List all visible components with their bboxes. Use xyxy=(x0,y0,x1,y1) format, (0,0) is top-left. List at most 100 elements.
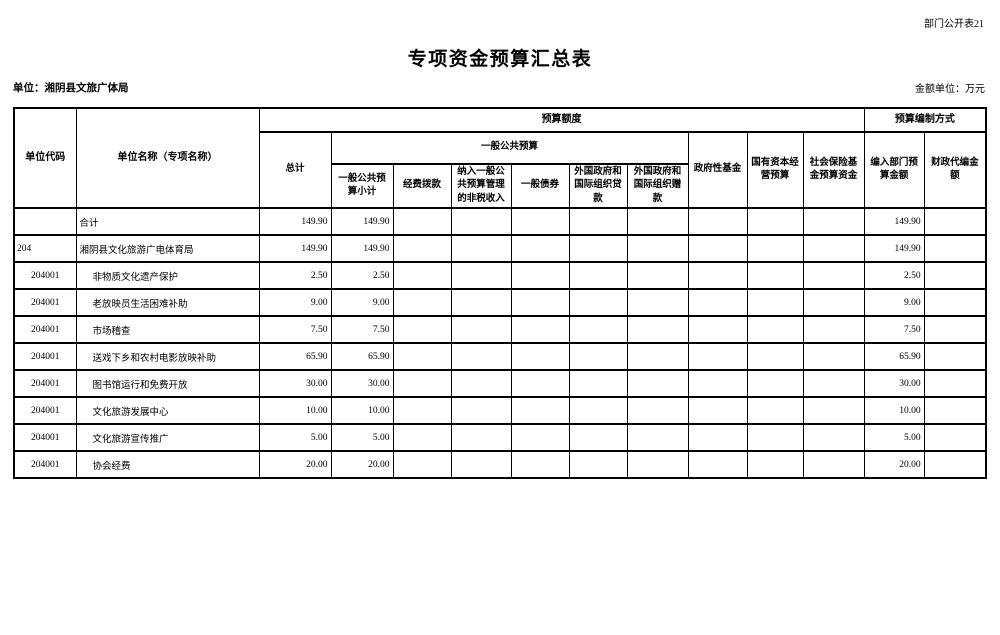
cell-gpb-subtotal: 65.90 xyxy=(330,342,394,371)
col-header-budget-method: 预算编制方式 xyxy=(863,107,987,133)
cell-funding xyxy=(392,396,452,425)
cell-gpb-subtotal: 9.00 xyxy=(330,288,394,317)
cell-gpb-subtotal: 2.50 xyxy=(330,261,394,290)
cell-nontax xyxy=(450,369,512,398)
cell-dept-amount: 2.50 xyxy=(863,261,925,290)
table-row: 204001 送戏下乡和农村电影放映补助 65.90 65.90 65.90 xyxy=(13,342,987,371)
cell-fiscal-amount xyxy=(923,369,987,398)
cell-fiscal-amount xyxy=(923,342,987,371)
cell-foreign-loans xyxy=(568,450,628,479)
cell-gov-funds xyxy=(687,342,748,371)
cell-foreign-loans xyxy=(568,369,628,398)
cell-total: 149.90 xyxy=(258,234,332,263)
cell-unit-name: 市场稽查 xyxy=(75,315,260,344)
cell-unit-code xyxy=(13,207,77,236)
cell-unit-code: 204001 xyxy=(13,261,77,290)
cell-nontax xyxy=(450,207,512,236)
cell-unit-code: 204001 xyxy=(13,396,77,425)
amount-unit-label: 金额单位：万元 xyxy=(915,84,985,95)
col-header-funding: 经费拨款 xyxy=(392,163,452,209)
cell-fiscal-amount xyxy=(923,450,987,479)
cell-foreign-grants xyxy=(626,261,689,290)
cell-foreign-loans xyxy=(568,396,628,425)
cell-unit-name: 图书馆运行和免费开放 xyxy=(75,369,260,398)
cell-state-capital xyxy=(746,342,804,371)
cell-funding xyxy=(392,369,452,398)
cell-total: 149.90 xyxy=(258,207,332,236)
col-header-general-public-budget: 一般公共预算 xyxy=(330,131,689,165)
cell-foreign-loans xyxy=(568,261,628,290)
cell-unit-code: 204001 xyxy=(13,342,77,371)
cell-total: 2.50 xyxy=(258,261,332,290)
cell-nontax xyxy=(450,234,512,263)
header-row-2: 总计 一般公共预算 政府性基金 国有资本经营预算 社会保险基金预算资金 编入部门… xyxy=(14,131,987,209)
col-header-dept-budget-amount: 编入部门预算金额 xyxy=(863,131,925,209)
cell-unit-name: 送戏下乡和农村电影放映补助 xyxy=(75,342,260,371)
cell-dept-amount: 149.90 xyxy=(863,234,925,263)
cell-gov-funds xyxy=(687,315,748,344)
cell-gpb-subtotal: 7.50 xyxy=(330,315,394,344)
cell-total: 20.00 xyxy=(258,450,332,479)
cell-unit-name: 老放映员生活困难补助 xyxy=(75,288,260,317)
cell-social-insurance xyxy=(802,315,865,344)
cell-general-bonds xyxy=(510,423,570,452)
cell-dept-amount: 5.00 xyxy=(863,423,925,452)
cell-foreign-loans xyxy=(568,288,628,317)
cell-funding xyxy=(392,315,452,344)
cell-unit-code: 204001 xyxy=(13,423,77,452)
table-row: 合计 149.90 149.90 149.90 xyxy=(13,207,987,236)
cell-unit-code: 204001 xyxy=(13,450,77,479)
cell-gpb-subtotal: 149.90 xyxy=(330,207,394,236)
cell-foreign-loans xyxy=(568,315,628,344)
cell-nontax xyxy=(450,450,512,479)
cell-social-insurance xyxy=(802,423,865,452)
cell-foreign-grants xyxy=(626,234,689,263)
cell-unit-name: 合计 xyxy=(75,207,260,236)
cell-total: 65.90 xyxy=(258,342,332,371)
budget-summary-table: 单位代码 单位名称（专项名称） 预算额度 预算编制方式 总计 一般公共预算 政府… xyxy=(13,107,988,479)
cell-state-capital xyxy=(746,396,804,425)
col-header-gov-funds: 政府性基金 xyxy=(687,131,748,209)
cell-gov-funds xyxy=(687,234,748,263)
cell-dept-amount: 10.00 xyxy=(863,396,925,425)
cell-foreign-grants xyxy=(626,450,689,479)
cell-social-insurance xyxy=(802,234,865,263)
cell-gov-funds xyxy=(687,288,748,317)
cell-total: 30.00 xyxy=(258,369,332,398)
cell-foreign-grants xyxy=(626,342,689,371)
cell-foreign-loans xyxy=(568,342,628,371)
cell-social-insurance xyxy=(802,207,865,236)
col-header-social-insurance: 社会保险基金预算资金 xyxy=(802,131,865,209)
col-header-nontax: 纳入一般公共预算管理的非税收入 xyxy=(450,163,512,209)
cell-nontax xyxy=(450,288,512,317)
cell-funding xyxy=(392,288,452,317)
cell-social-insurance xyxy=(802,450,865,479)
col-header-state-capital: 国有资本经营预算 xyxy=(746,131,804,209)
cell-unit-name: 非物质文化遗产保护 xyxy=(75,261,260,290)
cell-foreign-loans xyxy=(568,207,628,236)
cell-funding xyxy=(392,234,452,263)
cell-dept-amount: 20.00 xyxy=(863,450,925,479)
col-header-total: 总计 xyxy=(258,131,332,209)
cell-unit-name: 文化旅游发展中心 xyxy=(75,396,260,425)
table-row: 204001 协会经费 20.00 20.00 20.00 xyxy=(13,450,987,479)
cell-state-capital xyxy=(746,450,804,479)
cell-nontax xyxy=(450,396,512,425)
cell-social-insurance xyxy=(802,369,865,398)
cell-state-capital xyxy=(746,207,804,236)
cell-unit-name: 协会经费 xyxy=(75,450,260,479)
cell-social-insurance xyxy=(802,396,865,425)
cell-gov-funds xyxy=(687,369,748,398)
cell-total: 9.00 xyxy=(258,288,332,317)
cell-general-bonds xyxy=(510,315,570,344)
cell-social-insurance xyxy=(802,288,865,317)
cell-general-bonds xyxy=(510,450,570,479)
cell-funding xyxy=(392,207,452,236)
table-row: 204001 非物质文化遗产保护 2.50 2.50 2.50 xyxy=(13,261,987,290)
cell-state-capital xyxy=(746,261,804,290)
table-row: 204001 文化旅游宣传推广 5.00 5.00 5.00 xyxy=(13,423,987,452)
cell-foreign-grants xyxy=(626,423,689,452)
corner-note: 部门公开表21 xyxy=(924,19,984,30)
cell-general-bonds xyxy=(510,342,570,371)
col-header-foreign-grants: 外国政府和国际组织赠款 xyxy=(626,163,689,209)
